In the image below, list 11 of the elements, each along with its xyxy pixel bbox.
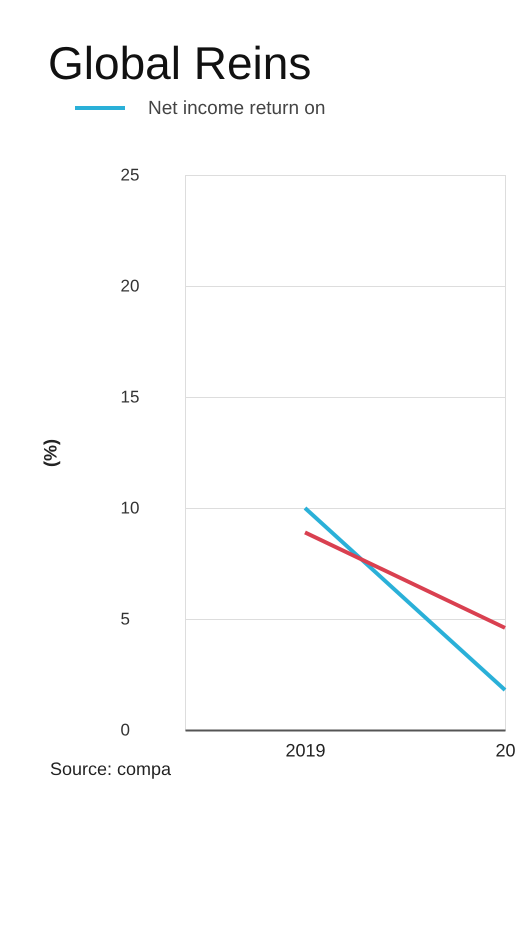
y-tick-label: 5: [120, 610, 130, 628]
y-tick-label: 25: [120, 166, 140, 184]
y-axis-title: (%): [40, 439, 60, 467]
y-tick-label: 10: [120, 498, 140, 518]
y-tick-label: 15: [120, 388, 140, 406]
source-note: Source: compa: [50, 759, 172, 779]
legend-label: Net income return on: [148, 98, 326, 119]
chart-title: Global Reins: [48, 37, 312, 89]
y-tick-label: 20: [120, 276, 140, 296]
x-tick-label: 2019: [285, 740, 326, 760]
y-tick-label: 0: [120, 720, 130, 740]
